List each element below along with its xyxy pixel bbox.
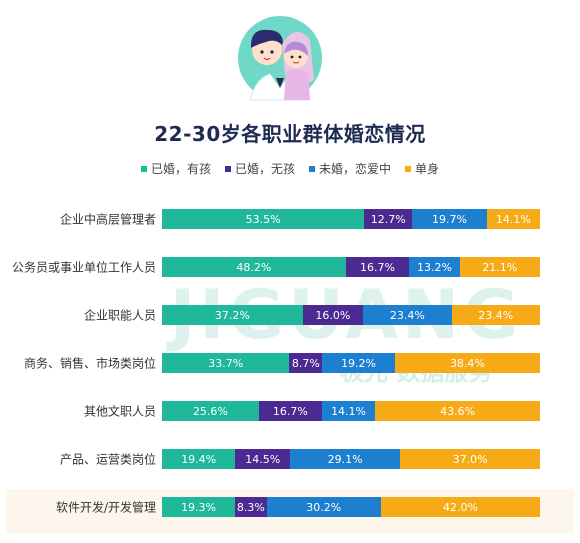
- category-label: 企业中高层管理者: [59, 212, 156, 227]
- couple-avatar-icon: [236, 8, 324, 112]
- legend-label: 已婚，无孩: [234, 162, 295, 176]
- legend-swatch: [309, 165, 315, 172]
- bar-segment: 14.1%: [486, 209, 540, 229]
- bar-segment: 43.6%: [375, 401, 540, 421]
- bar-segment: 38.4%: [394, 353, 540, 373]
- chart-legend: 已婚，有孩 已婚，无孩 未婚，恋爱中 单身: [0, 160, 580, 177]
- bar-segment: 23.4%: [451, 305, 540, 325]
- bar-segment: 42.0%: [380, 497, 540, 517]
- bar-segment: 13.2%: [409, 257, 460, 277]
- bar-segment: 30.2%: [266, 497, 381, 517]
- category-label: 软件开发/开发管理: [55, 500, 156, 515]
- bar-segment: 16.0%: [302, 305, 364, 325]
- bar-segment: 14.5%: [235, 449, 291, 469]
- bar-segment: 23.4%: [363, 305, 452, 325]
- bar-segment: 14.1%: [321, 401, 376, 421]
- bar-segment: 19.4%: [162, 449, 236, 469]
- legend-swatch: [224, 165, 231, 172]
- category-label: 产品、运营类岗位: [59, 452, 156, 467]
- watermark: JIGUANG 极光 数据服务: [166, 276, 519, 386]
- bar-segment: 12.7%: [364, 209, 413, 229]
- chart-title: 22-30岁各职业群体婚恋情况: [154, 122, 426, 146]
- bar-segment: 19.7%: [412, 209, 487, 229]
- bar-segment: 29.1%: [290, 449, 401, 469]
- bar-segment: 19.3%: [162, 497, 236, 517]
- bar-segment: 19.2%: [322, 353, 395, 373]
- bar-segment: 37.0%: [400, 449, 540, 469]
- legend-swatch: [140, 165, 147, 172]
- legend-item: 已婚，无孩: [224, 160, 295, 177]
- bar-segment: 33.7%: [162, 353, 290, 373]
- bar-segment: 8.3%: [235, 497, 267, 517]
- legend-item: 未婚，恋爱中: [309, 160, 391, 177]
- category-label: 企业职能人员: [83, 308, 156, 323]
- bar-segment: 37.2%: [162, 305, 303, 325]
- bar-segment: 21.1%: [459, 257, 540, 277]
- bar-segment: 25.6%: [162, 401, 259, 421]
- bar-segment: 16.7%: [258, 401, 322, 421]
- category-label: 公务员或事业单位工作人员: [11, 260, 156, 275]
- legend-label: 未婚，恋爱中: [319, 162, 392, 176]
- legend-label: 单身: [415, 162, 440, 176]
- legend-item: 单身: [405, 160, 439, 177]
- bar-segment: 48.2%: [162, 257, 346, 277]
- legend-swatch: [405, 165, 412, 172]
- bar-segment: 53.5%: [162, 209, 365, 229]
- bar-segment: 8.7%: [289, 353, 323, 373]
- bar-segment: 16.7%: [345, 257, 410, 277]
- category-label: 商务、销售、市场类岗位: [23, 356, 156, 371]
- legend-item: 已婚，有孩: [140, 160, 211, 177]
- legend-label: 已婚，有孩: [150, 162, 211, 176]
- category-label: 其他文职人员: [83, 404, 156, 419]
